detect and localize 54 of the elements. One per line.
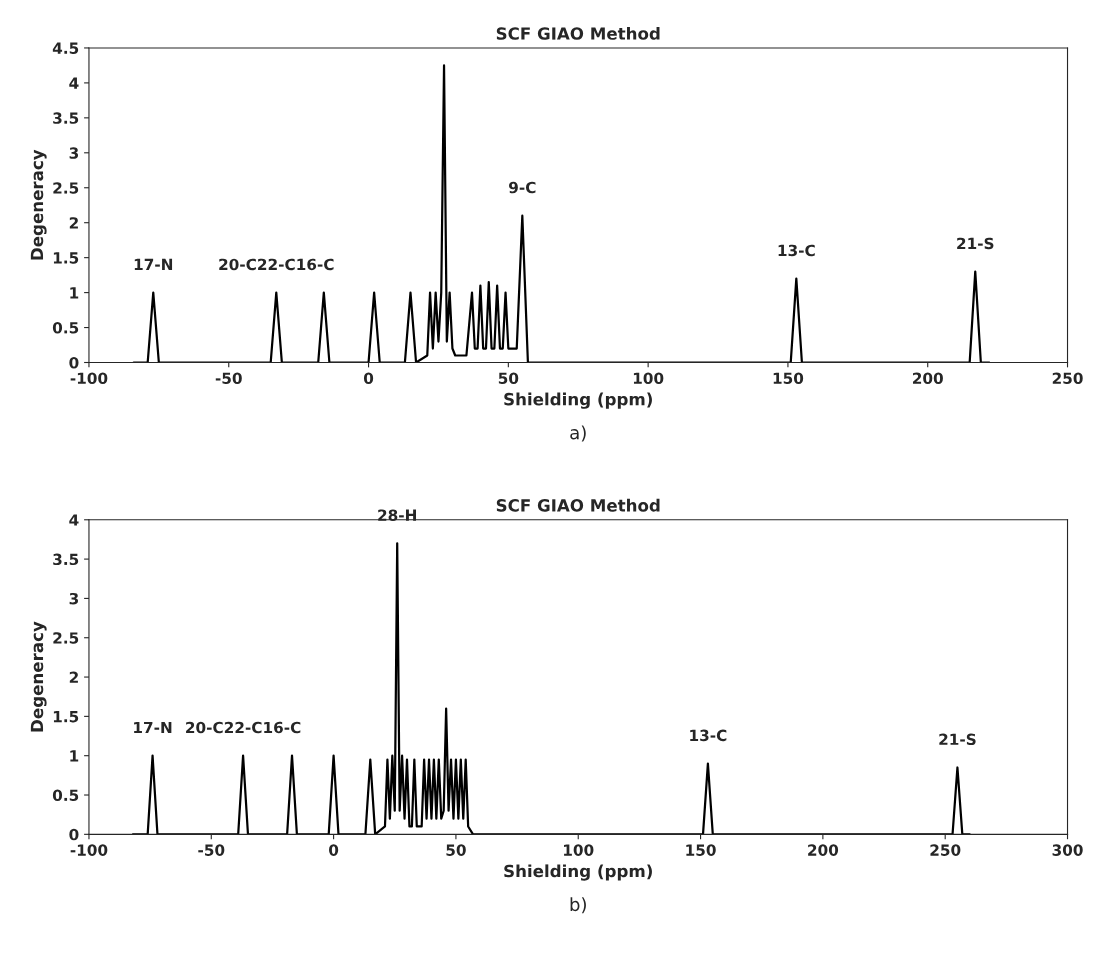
y-tick-label: 4.5	[52, 42, 79, 54]
chart-title: SCF GIAO Method	[496, 26, 660, 40]
y-tick-label: 2.5	[53, 182, 79, 194]
y-tick-label: 3	[69, 592, 79, 605]
annotation: 9-C	[509, 181, 536, 194]
x-axis-title: Shielding (ppm)	[504, 392, 652, 409]
y-tick-label: 0.5	[52, 322, 79, 334]
annotation: 20-C22-C16-C	[219, 258, 334, 271]
x-tick-label: 150	[686, 844, 716, 856]
x-tick-label: -50	[198, 844, 225, 856]
annotation: 20-C22-C16-C	[186, 721, 301, 734]
annotation: 13-C	[690, 729, 727, 742]
annotation: 28-H	[378, 509, 416, 521]
x-tick-label: 200	[808, 844, 839, 856]
y-tick-label: 1	[70, 750, 79, 762]
y-tick-label: 3.5	[53, 553, 79, 566]
text: a)	[570, 425, 586, 442]
x-tick-label: 100	[633, 372, 664, 385]
x-tick-label: 0	[363, 372, 374, 385]
annotation: 21-S	[957, 237, 994, 250]
chart-title: SCF GIAO Method	[496, 498, 660, 512]
annotation: 17-N	[134, 721, 172, 734]
text: b)	[570, 897, 586, 914]
y-tick-label: 3	[69, 147, 79, 159]
x-axis-title: Shielding (ppm)	[504, 864, 652, 881]
y-tick-label: 0	[69, 356, 79, 369]
y-tick-label: 1.5	[53, 711, 79, 723]
y-tick-label: 1.5	[53, 252, 79, 264]
y-tick-label: 2.5	[53, 632, 79, 644]
annotation: 13-C	[778, 244, 815, 257]
y-axis-title: Degeneracy	[30, 621, 47, 732]
y-tick-label: 0	[69, 828, 79, 841]
x-tick-label: 250	[930, 844, 961, 856]
y-tick-label: 3.5	[53, 112, 79, 124]
y-tick-label: 2	[69, 671, 78, 683]
y-tick-label: 0.5	[52, 789, 79, 802]
x-tick-label: 250	[1052, 372, 1083, 385]
x-tick-label: 50	[498, 372, 519, 385]
x-tick-label: -100	[70, 844, 108, 856]
y-tick-label: 1	[70, 287, 79, 299]
y-tick-label: 4	[69, 514, 79, 526]
x-tick-label: 200	[912, 372, 943, 385]
x-tick-label: 0	[329, 844, 339, 856]
x-tick-label: 150	[773, 372, 804, 385]
y-tick-label: 4	[69, 77, 79, 89]
annotation: 17-N	[134, 258, 173, 270]
y-axis-title: Degeneracy	[30, 149, 47, 260]
x-tick-label: 50	[446, 844, 466, 856]
annotation: 21-S	[939, 733, 976, 746]
y-tick-label: 2	[69, 217, 78, 229]
x-tick-label: 100	[564, 844, 594, 856]
x-tick-label: -50	[215, 372, 242, 385]
x-tick-label: 300	[1052, 844, 1083, 856]
x-tick-label: -100	[70, 372, 108, 385]
